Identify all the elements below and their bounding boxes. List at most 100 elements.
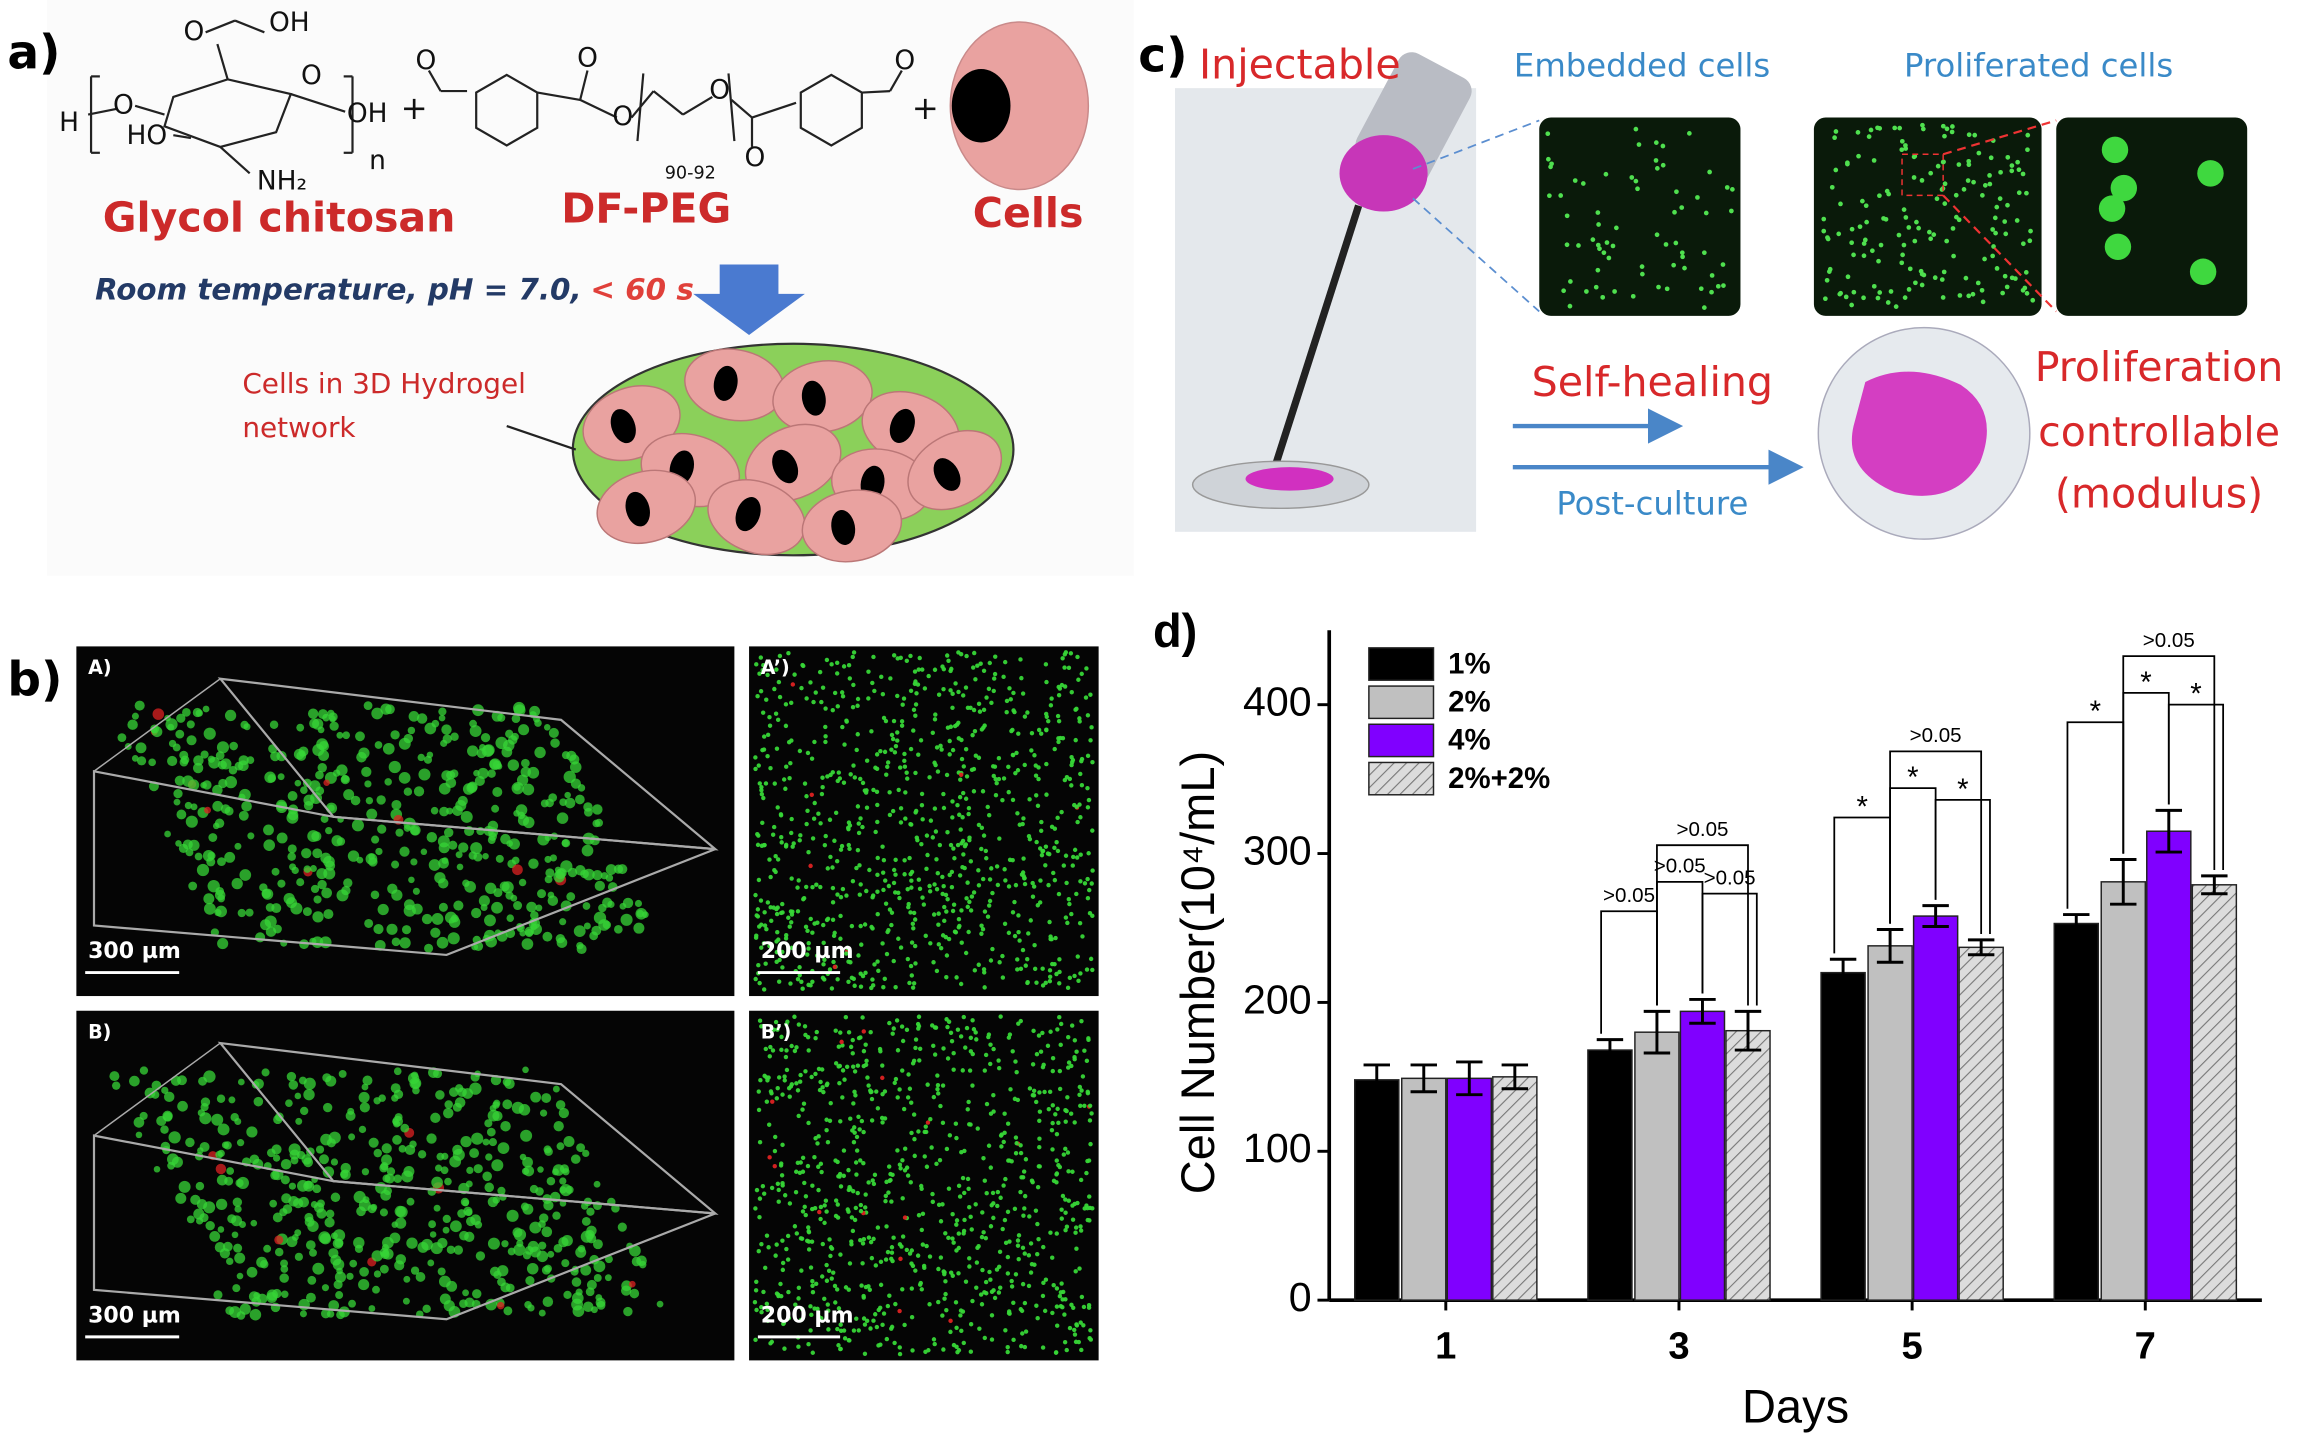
cell-dot xyxy=(919,1227,924,1233)
cell-dot xyxy=(870,680,875,686)
cell-dot xyxy=(988,1111,994,1116)
cell-dot xyxy=(1084,967,1090,972)
cell-dot xyxy=(1078,971,1083,976)
cell-dot xyxy=(1940,295,1946,300)
cell-dot xyxy=(334,1238,344,1248)
cell-dot xyxy=(1075,654,1080,660)
cell-dot xyxy=(1006,1309,1012,1314)
cell-dot xyxy=(1886,191,1892,197)
cell-dot xyxy=(808,1328,813,1333)
cell-dot xyxy=(1076,978,1081,983)
cell-dot xyxy=(1950,226,1956,231)
cell-dot xyxy=(426,831,438,843)
cell-dot xyxy=(890,736,896,742)
cell-dot xyxy=(1020,691,1026,696)
cell-dot xyxy=(774,667,779,672)
cell-dot xyxy=(761,734,767,739)
cell-dot xyxy=(552,1085,560,1093)
cell-dot xyxy=(215,905,227,918)
cell-dot xyxy=(1729,208,1734,214)
cell-dot xyxy=(1059,809,1064,815)
cell-dot xyxy=(796,878,801,883)
cell-dot xyxy=(995,1189,1001,1195)
cell-dot xyxy=(512,864,523,876)
cell-dot xyxy=(199,1112,212,1125)
cell-dot xyxy=(851,763,856,768)
ring xyxy=(799,73,863,147)
cell-dot xyxy=(1863,203,1869,209)
cell-dot xyxy=(967,1204,972,1210)
cell-dot xyxy=(962,1217,967,1223)
cell-dot xyxy=(594,880,605,892)
cell-dot xyxy=(1078,879,1083,884)
cell-dot xyxy=(2016,167,2022,173)
cell-dot xyxy=(923,1129,929,1135)
cell-dot xyxy=(1087,887,1092,893)
cell-dot xyxy=(990,1190,996,1196)
cell-dot xyxy=(1595,210,1601,215)
cell-dot xyxy=(317,879,327,890)
cell-dot xyxy=(1845,274,1851,280)
cell-dot xyxy=(571,1277,582,1287)
cell-dot xyxy=(323,779,330,786)
cell-dot xyxy=(920,667,925,672)
cell-dot xyxy=(891,958,896,964)
cell-dot xyxy=(897,1308,902,1314)
cell-dot xyxy=(471,907,482,919)
significance-bracket xyxy=(1600,910,1658,1034)
cell-dot xyxy=(214,818,225,829)
cell-dot xyxy=(756,877,762,883)
cell-dot xyxy=(593,1180,601,1188)
cell-dot xyxy=(868,1239,874,1245)
cell-dot xyxy=(825,866,830,871)
cell-dot xyxy=(882,749,888,755)
cell-dot xyxy=(1664,286,1670,292)
cell-dot xyxy=(1892,125,1898,131)
cell-dot xyxy=(860,973,866,979)
cell-dot xyxy=(160,1125,169,1134)
cell-dot xyxy=(1721,283,1726,288)
cell-dot xyxy=(783,786,788,791)
cell-dot xyxy=(966,1186,971,1191)
structure-label: O xyxy=(612,101,633,132)
cell-dot xyxy=(1600,294,1606,300)
cell-dot xyxy=(199,1213,209,1223)
cell-dot xyxy=(1906,287,1912,292)
cell-dot xyxy=(959,1328,964,1334)
cell-dot xyxy=(1041,1062,1046,1068)
cell-dot xyxy=(511,1101,524,1114)
cell-dot xyxy=(754,1187,760,1193)
cell-dot xyxy=(1942,201,1948,206)
cell-dot xyxy=(769,918,774,924)
cell-dot xyxy=(858,1202,864,1208)
cell-dot xyxy=(854,1172,859,1177)
cell-dot xyxy=(885,760,891,765)
cell-dot xyxy=(436,936,449,949)
cell-dot xyxy=(570,1154,581,1164)
cell-dot xyxy=(1660,162,1666,168)
cell-dot xyxy=(510,894,518,902)
cell-dot xyxy=(824,1278,830,1283)
cell-dot xyxy=(592,819,601,828)
cell-dot xyxy=(1085,805,1091,810)
cell-dot xyxy=(488,1138,497,1147)
cell-dot xyxy=(959,908,964,913)
cell-dot xyxy=(280,1158,292,1170)
error-bar xyxy=(1410,1063,1437,1094)
cell-dot xyxy=(1703,210,1709,216)
cell-dot xyxy=(343,878,353,888)
box-outline xyxy=(92,769,716,957)
cell-dot xyxy=(957,1194,963,1199)
cell-dot xyxy=(529,1246,541,1258)
cell-dot xyxy=(591,925,602,936)
cell-dot xyxy=(954,1135,959,1141)
cell-dot xyxy=(996,1290,1002,1295)
cell-dot xyxy=(1838,201,1843,207)
cell-dot xyxy=(780,1181,785,1186)
cell-dot xyxy=(913,1268,918,1273)
cell-dot xyxy=(943,934,949,940)
cell-dot xyxy=(804,821,809,827)
cell-dot xyxy=(408,876,415,884)
bar xyxy=(1867,945,1913,1301)
cell-dot xyxy=(593,1274,602,1282)
